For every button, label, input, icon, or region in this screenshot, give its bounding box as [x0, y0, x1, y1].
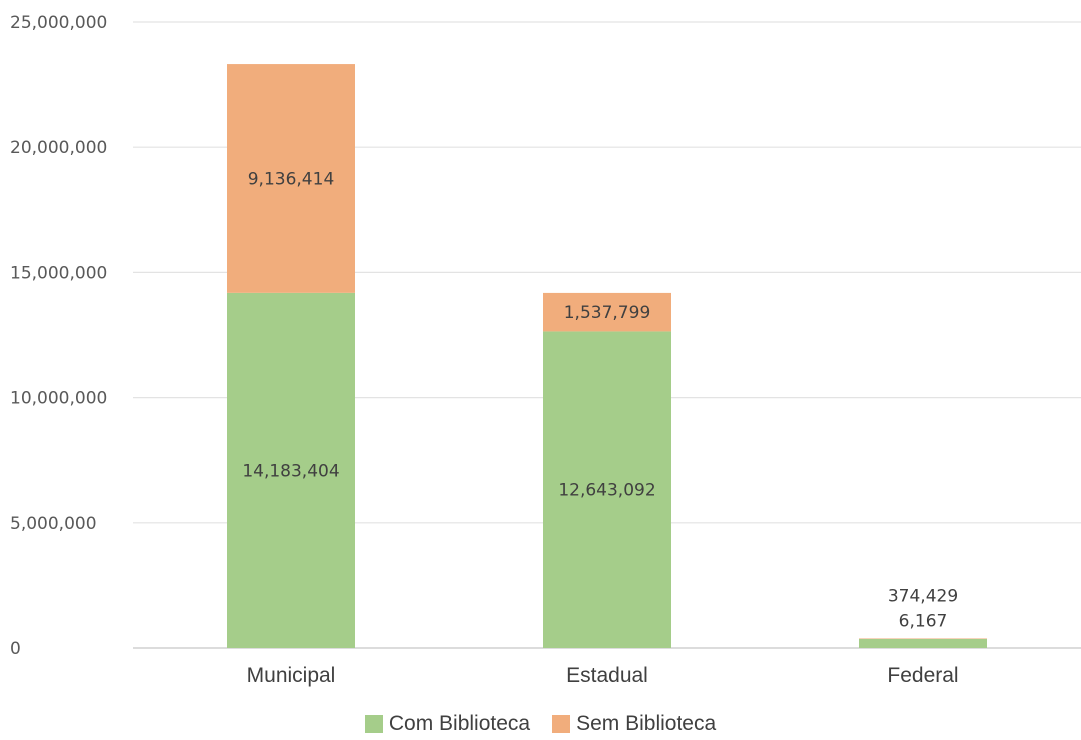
y-tick-label: 5,000,000: [10, 514, 97, 534]
legend-swatch-com-biblioteca: [364, 715, 383, 733]
data-label-federal-series-1: 6,167: [899, 611, 948, 631]
legend-item-com-biblioteca: Com Biblioteca: [364, 712, 531, 736]
x-axis-categories: Municipal Estadual Federal: [247, 664, 959, 687]
data-labels: 14,183,404 9,136,414 12,643,092 1,537,799 37…: [242, 169, 958, 631]
bar-estadual-series-1: [543, 292, 671, 332]
x-category-label: Federal: [887, 664, 958, 687]
bar-federal-series-1: [859, 638, 987, 639]
legend-item-sem-biblioteca: Sem Biblioteca: [552, 712, 716, 736]
data-label-estadual-series-0: 12,643,092: [558, 481, 655, 501]
y-tick-label: 20,000,000: [10, 138, 107, 158]
legend-swatch-sem-biblioteca: [552, 715, 571, 733]
y-tick-label: 25,000,000: [10, 13, 107, 33]
data-label-municipal-series-0: 14,183,404: [242, 461, 339, 481]
y-tick-label: 10,000,000: [10, 389, 107, 409]
bar-federal-series-0: [859, 638, 987, 648]
data-label-federal-series-0: 374,429: [888, 586, 958, 606]
bar-municipal-series-1: [227, 64, 355, 293]
bars: [227, 64, 987, 648]
legend: Com Biblioteca Sem Biblioteca: [0, 712, 1081, 736]
y-axis-ticks: 0 5,000,000 10,000,000 15,000,000 20,000,000…: [10, 13, 107, 659]
y-tick-label: 0: [10, 639, 21, 659]
y-tick-label: 15,000,000: [10, 263, 107, 283]
stacked-bar-chart: 0 5,000,000 10,000,000 15,000,000 20,000,000…: [10, 13, 1081, 687]
data-label-estadual-series-1: 1,537,799: [564, 303, 651, 323]
x-category-label: Estadual: [566, 664, 648, 687]
bar-municipal-series-0: [227, 292, 355, 648]
legend-label-sem-biblioteca: Sem Biblioteca: [576, 712, 717, 735]
legend-label-com-biblioteca: Com Biblioteca: [388, 712, 531, 735]
bar-estadual-series-0: [543, 331, 671, 648]
x-category-label: Municipal: [247, 664, 336, 687]
data-label-municipal-series-1: 9,136,414: [248, 169, 335, 189]
